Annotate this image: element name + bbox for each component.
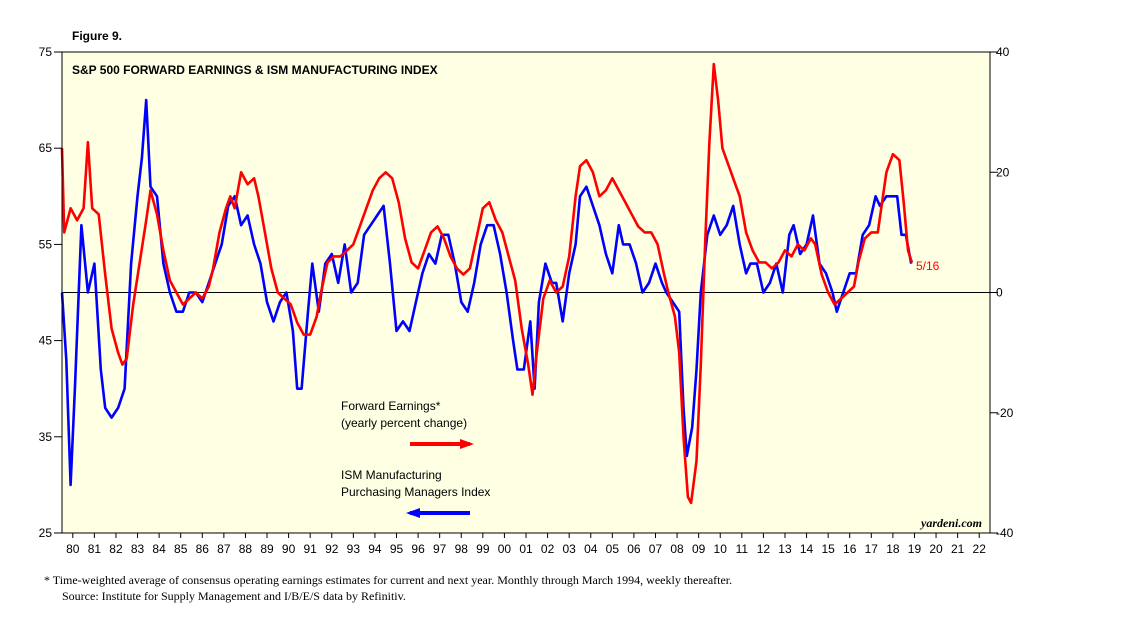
x-tick-label: 18 (886, 542, 900, 556)
y-tick-label: 35 (39, 430, 53, 444)
y-tick-label: 25 (39, 526, 53, 540)
x-tick-label: 10 (714, 542, 728, 556)
x-tick-label: 90 (282, 542, 296, 556)
x-tick-label: 07 (649, 542, 663, 556)
y2-tick-label: 40 (996, 45, 1010, 59)
x-tick-label: 85 (174, 542, 188, 556)
y-tick-label: 65 (39, 141, 53, 155)
x-tick-label: 81 (88, 542, 102, 556)
legend-label: Purchasing Managers Index (341, 485, 490, 499)
plot (60, 62, 990, 505)
x-tick-label: 89 (260, 542, 274, 556)
x-tick-label: 19 (908, 542, 922, 556)
x-tick-label: 13 (778, 542, 792, 556)
x-tick-label: 17 (865, 542, 879, 556)
x-tick-label: 82 (109, 542, 123, 556)
x-tick-label: 04 (584, 542, 598, 556)
x-tick-label: 84 (152, 542, 166, 556)
x-tick-label: 80 (66, 542, 80, 556)
x-tick-label: 14 (800, 542, 814, 556)
x-tick-label: 99 (476, 542, 490, 556)
footnote: * Time-weighted average of consensus ope… (44, 573, 732, 587)
y2-tick-label: 20 (996, 165, 1010, 179)
y2-tick-label: -20 (996, 406, 1014, 420)
y2-tick-label: -40 (996, 526, 1014, 540)
x-tick-label: 02 (541, 542, 555, 556)
series-line (60, 62, 914, 505)
x-tick-label: 21 (951, 542, 965, 556)
legend-arrowhead (460, 439, 474, 449)
x-tick-label: 94 (368, 542, 382, 556)
x-tick-label: 00 (498, 542, 512, 556)
x-tick-label: 93 (347, 542, 361, 556)
x-tick-label: 91 (304, 542, 318, 556)
legend-label: (yearly percent change) (341, 416, 467, 430)
x-tick-label: 22 (973, 542, 987, 556)
x-tick-label: 03 (562, 542, 576, 556)
x-tick-label: 06 (627, 542, 641, 556)
legend-arrowhead (406, 508, 420, 518)
x-tick-label: 08 (670, 542, 684, 556)
x-tick-label: 20 (929, 542, 943, 556)
x-tick-label: 11 (736, 542, 749, 556)
x-tick-label: 09 (692, 542, 706, 556)
y-tick-label: 45 (39, 334, 53, 348)
x-tick-label: 92 (325, 542, 339, 556)
x-tick-label: 12 (757, 542, 771, 556)
figure-label: Figure 9. (72, 29, 122, 43)
x-tick-label: 01 (519, 542, 533, 556)
x-tick-label: 88 (239, 542, 253, 556)
x-tick-label: 16 (843, 542, 857, 556)
annotation: 5/16 (916, 259, 940, 273)
x-tick-label: 96 (411, 542, 425, 556)
source-credit: yardeni.com (919, 516, 982, 530)
y2-tick-label: 0 (996, 286, 1003, 300)
legend-label: Forward Earnings* (341, 399, 441, 413)
y-tick-label: 75 (39, 45, 53, 59)
x-tick-label: 83 (131, 542, 145, 556)
x-tick-label: 86 (196, 542, 210, 556)
x-tick-label: 95 (390, 542, 404, 556)
y-tick-label: 55 (39, 237, 53, 251)
series-line (60, 98, 913, 487)
footnote: Source: Institute for Supply Management … (62, 589, 406, 603)
x-tick-label: 87 (217, 542, 231, 556)
legend-label: ISM Manufacturing (341, 468, 442, 482)
x-tick-label: 98 (455, 542, 469, 556)
chart-title: S&P 500 FORWARD EARNINGS & ISM MANUFACTU… (72, 63, 438, 77)
x-tick-label: 05 (606, 542, 620, 556)
x-tick-label: 15 (821, 542, 835, 556)
x-tick-label: 97 (433, 542, 447, 556)
